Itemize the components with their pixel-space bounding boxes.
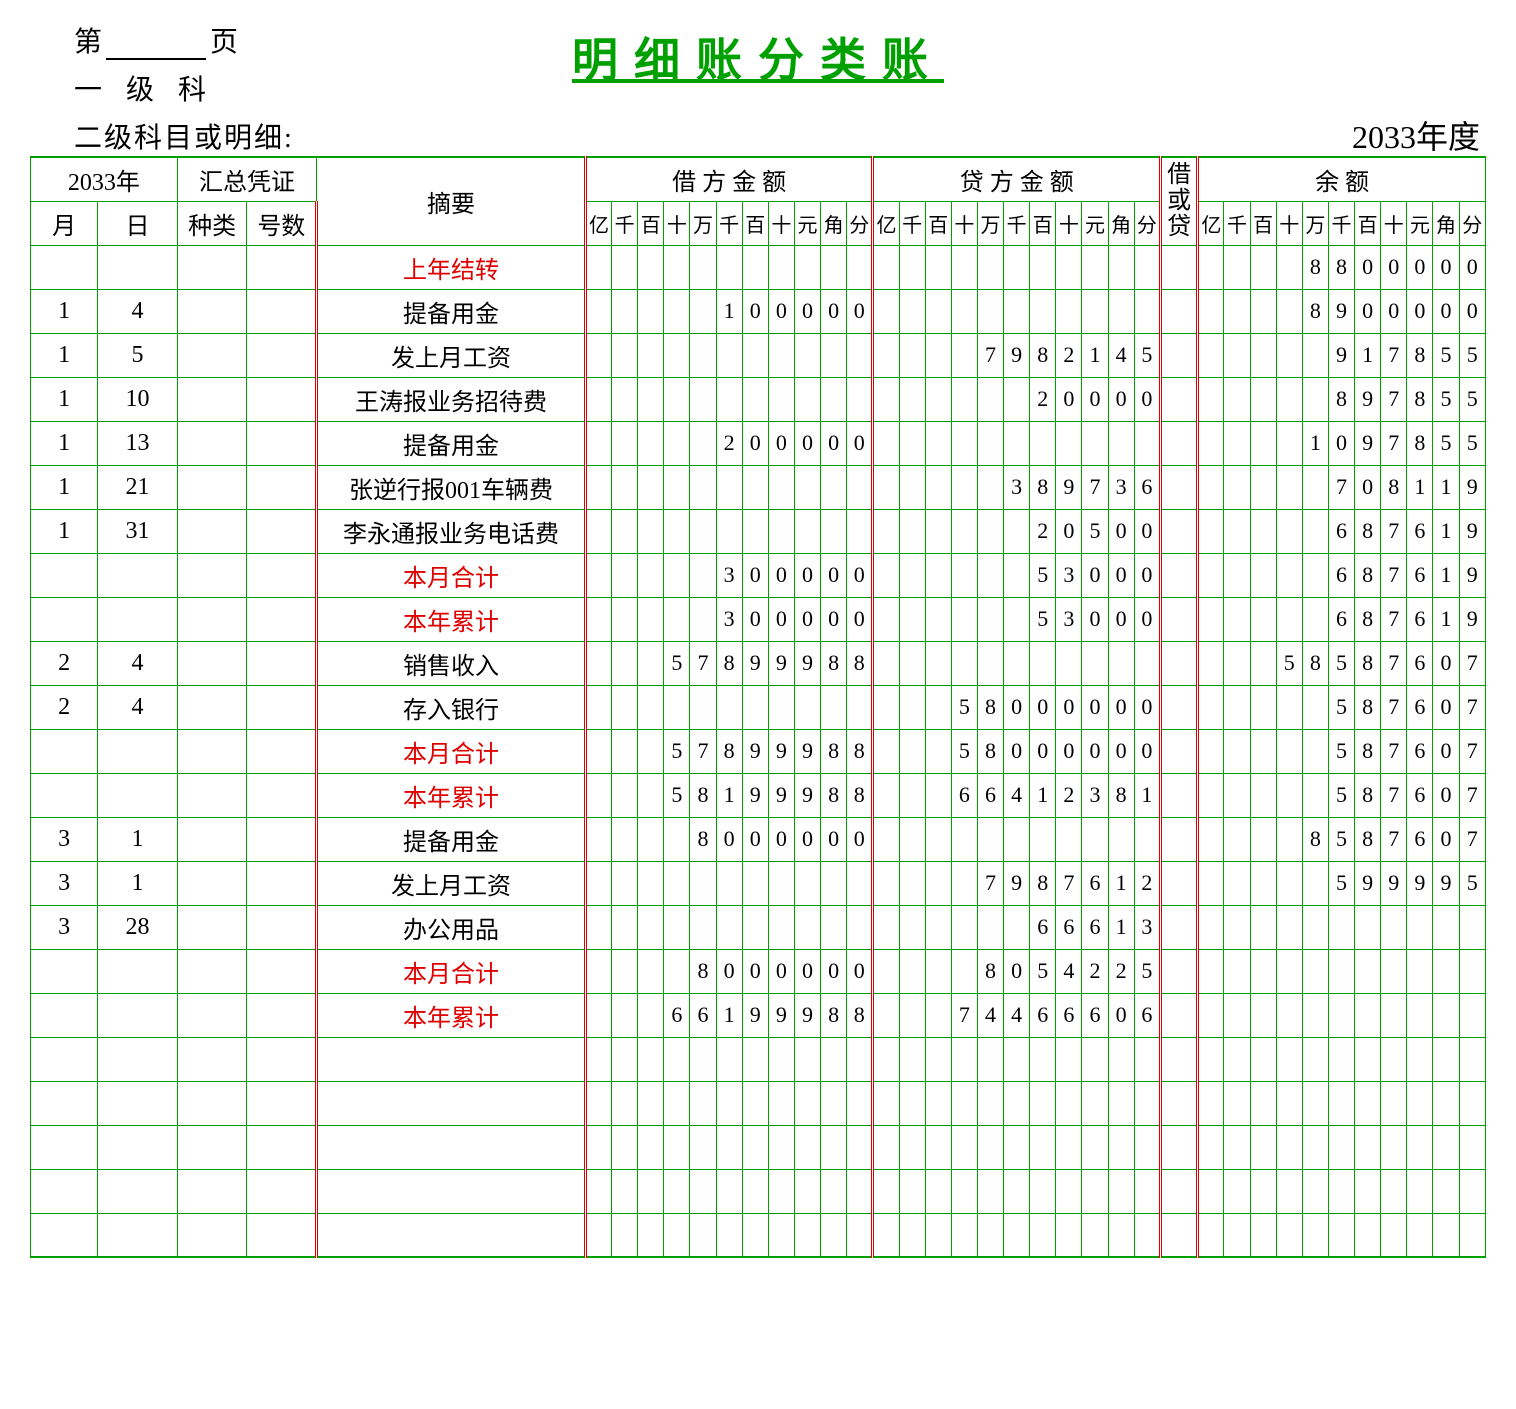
summary-cell [317,1081,586,1125]
ledger-row: 15发上月工资7982145917855 [31,333,1486,377]
dc-cell [1160,1081,1197,1125]
summary-cell [317,1125,586,1169]
ledger-row: 本年累计6619998874466606 [31,993,1486,1037]
ledger-row: 24销售收入5789998858587607 [31,641,1486,685]
summary-cell: 本月合计 [317,553,586,597]
ledger-row: 本月合计30000053000687619 [31,553,1486,597]
summary-cell [317,1169,586,1213]
summary-cell [317,1213,586,1257]
summary-cell: 本年累计 [317,597,586,641]
summary-cell: 李永通报业务电话费 [317,509,586,553]
summary-cell: 王涛报业务招待费 [317,377,586,421]
ledger-row: 121张逆行报001车辆费389736708119 [31,465,1486,509]
dc-cell [1160,949,1197,993]
ledger-title: 明细账分类账 [30,20,1486,90]
ledger-row: 328办公用品66613 [31,905,1486,949]
summary-cell: 本年累计 [317,773,586,817]
summary-cell: 本月合计 [317,949,586,993]
summary-cell: 提备用金 [317,421,586,465]
summary-header: 摘要 [317,157,586,245]
ledger-row: 本年累计5819998866412381587607 [31,773,1486,817]
dc-cell [1160,553,1197,597]
summary-cell: 提备用金 [317,289,586,333]
summary-cell: 存入银行 [317,685,586,729]
ledger-row: 31提备用金80000008587607 [31,817,1486,861]
summary-cell: 办公用品 [317,905,586,949]
dc-cell [1160,509,1197,553]
summary-cell: 提备用金 [317,817,586,861]
ledger-row: 14提备用金1000008900000 [31,289,1486,333]
page-blank [106,32,206,60]
page-prefix: 第 [74,27,102,58]
dc-cell [1160,685,1197,729]
ledger-row [31,1081,1486,1125]
ledger-row: 上年结转8800000 [31,245,1486,289]
ledger-row [31,1169,1486,1213]
dc-cell [1160,861,1197,905]
dc-cell [1160,905,1197,949]
page-number: 第页 [74,20,238,60]
summary-cell: 发上月工资 [317,333,586,377]
summary-cell [317,1037,586,1081]
dc-cell [1160,729,1197,773]
dc-cell [1160,465,1197,509]
dc-cell [1160,993,1197,1037]
ledger-row: 113提备用金2000001097855 [31,421,1486,465]
dc-cell [1160,773,1197,817]
dc-cell [1160,421,1197,465]
ledger-row: 本月合计5789998858000000587607 [31,729,1486,773]
summary-cell: 本年累计 [317,993,586,1037]
dc-cell [1160,641,1197,685]
ledger-row: 本年累计30000053000687619 [31,597,1486,641]
summary-cell: 发上月工资 [317,861,586,905]
dc-cell [1160,1169,1197,1213]
ledger-row [31,1213,1486,1257]
ledger-row: 110王涛报业务招待费20000897855 [31,377,1486,421]
dc-cell [1160,1125,1197,1169]
ledger-row [31,1125,1486,1169]
dc-cell [1160,333,1197,377]
dc-cell [1160,245,1197,289]
summary-cell: 销售收入 [317,641,586,685]
dc-cell [1160,1213,1197,1257]
ledger-row: 本月合计80000008054225 [31,949,1486,993]
ledger-table: 2033年汇总凭证摘要借 方 金 额贷 方 金 额借或贷余 额月日种类号数亿千百… [30,156,1486,1258]
dc-cell [1160,289,1197,333]
dc-cell [1160,597,1197,641]
dc-cell [1160,377,1197,421]
dc-cell [1160,817,1197,861]
page-suffix: 页 [210,27,238,58]
summary-cell: 本月合计 [317,729,586,773]
dc-cell [1160,1037,1197,1081]
header-area: 第页 明细账分类账 一级科 二级科目或明细: 2033年度 [30,20,1486,150]
fiscal-year: 2033年度 [1352,112,1480,158]
subject-level-2: 二级科目或明细: [74,116,292,156]
summary-cell: 上年结转 [317,245,586,289]
ledger-row: 131李永通报业务电话费20500687619 [31,509,1486,553]
ledger-row: 31发上月工资7987612599995 [31,861,1486,905]
ledger-row [31,1037,1486,1081]
subject-level-1: 一级科 [74,68,230,108]
summary-cell: 张逆行报001车辆费 [317,465,586,509]
ledger-row: 24存入银行58000000587607 [31,685,1486,729]
